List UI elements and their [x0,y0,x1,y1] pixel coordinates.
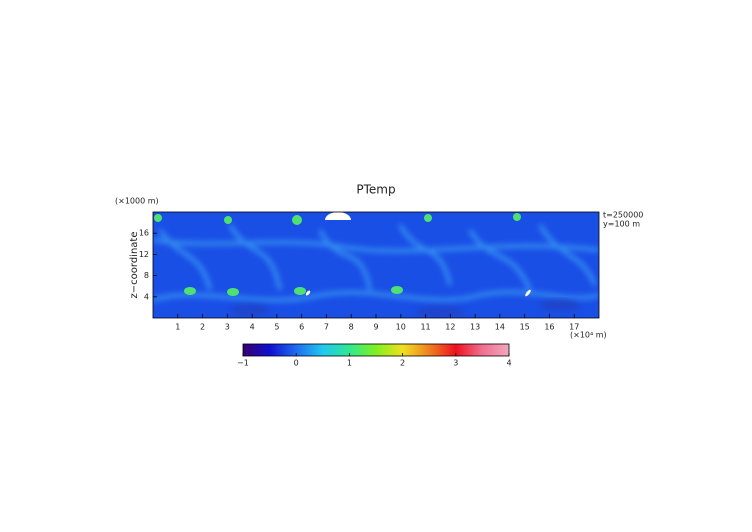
x-tick-label: 10 [396,323,406,332]
x-tick-label: 15 [520,323,530,332]
x-tick-label: 1 [175,323,180,332]
y-tick-label: 16 [139,229,149,238]
x-tick-label: 7 [324,323,329,332]
chart-title: PTemp [356,183,395,197]
x-tick-label: 3 [225,323,230,332]
annotation: t=250000 [603,211,643,220]
x-tick-label: 8 [349,323,354,332]
x-tick-label: 5 [274,323,279,332]
colorbar-tick-label: −1 [237,359,249,368]
y-axis-label: z−coordinate [129,232,140,299]
annotation: y=100 m [603,220,640,229]
x-tick-label: 14 [495,323,505,332]
x-tick-label: 6 [299,323,304,332]
y-tick-label: 12 [139,250,149,259]
x-tick-label: 9 [373,323,378,332]
x-tick-label: 11 [420,323,430,332]
x-tick-label: 12 [445,323,455,332]
colorbar-tick-label: 0 [294,359,299,368]
y-tick-label: 8 [144,271,149,280]
colorbar-tick-label: 1 [347,359,352,368]
x-tick-label: 17 [569,323,579,332]
y-tick-label: 4 [144,292,149,301]
x-unit: (×10⁴ m) [570,331,607,340]
colorbar [242,343,510,357]
x-tick-label: 13 [470,323,480,332]
x-tick-label: 4 [250,323,255,332]
colorbar-tick-label: 4 [506,359,511,368]
x-tick-label: 16 [544,323,554,332]
field [153,212,599,318]
y-unit: (×1000 m) [115,197,159,206]
colorbar-tick-label: 3 [453,359,458,368]
colorbar-tick-label: 2 [400,359,405,368]
x-tick-label: 2 [200,323,205,332]
